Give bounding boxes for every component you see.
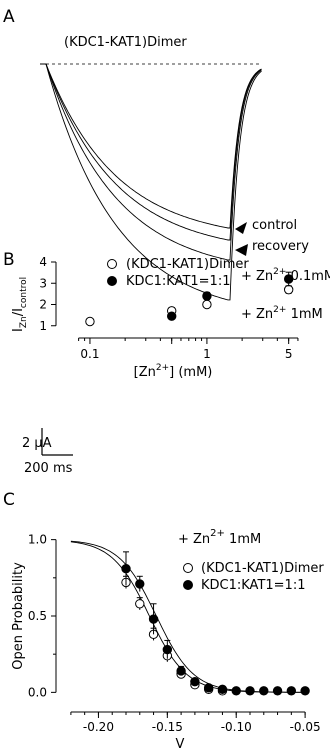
legend-label: KDC1:KAT1=1:1 — [126, 274, 230, 289]
legend-marker — [107, 276, 117, 286]
legend-marker — [107, 259, 117, 269]
data-point-2-5 — [176, 666, 186, 676]
legend-label: (KDC1-KAT1)Dimer — [126, 257, 249, 272]
y-tick-label: 2 — [39, 298, 47, 312]
trace-3 — [40, 63, 262, 261]
x-tick-label: -0.05 — [290, 720, 321, 734]
trace-2 — [40, 63, 262, 241]
data-point-2-14 — [300, 686, 310, 696]
zinc-annotation: + Zn2+ 1mM — [178, 528, 261, 547]
current-traces — [40, 63, 262, 301]
panel-b-letter: B — [3, 250, 15, 270]
data-point-2-3 — [283, 274, 294, 284]
x-tick-label: -0.15 — [152, 720, 183, 734]
legend-marker — [183, 563, 193, 573]
panel-c-letter: C — [3, 490, 15, 510]
data-point-2-11 — [259, 686, 269, 696]
x-tick-label: -0.20 — [83, 720, 114, 734]
data-point-2-3 — [148, 614, 159, 624]
data-point-2-1 — [121, 563, 131, 574]
x-tick-label: 0.1 — [80, 347, 99, 361]
trace-label-recovery: recovery — [252, 239, 309, 254]
x-tick-label: 1 — [203, 347, 211, 361]
x-tick-label: -0.10 — [221, 720, 252, 734]
data-point-1-4 — [283, 284, 294, 295]
legend-marker — [183, 580, 193, 590]
trace-label-zn-1: + Zn2+ 1mM — [241, 305, 323, 322]
y-tick-label: 1 — [39, 319, 47, 333]
x-axis-label: V — [176, 737, 185, 752]
y-axis-label: IZn/Icontrol — [11, 277, 29, 332]
data-point-1-3 — [202, 299, 212, 310]
trace-label-zn-0-1: + Zn2+ 0.1mM — [241, 267, 330, 284]
trace-1 — [40, 63, 262, 229]
y-tick-label: 3 — [39, 276, 47, 290]
x-axis-label: [Zn2+] (mM) — [134, 363, 213, 380]
panel-b: B 1 2 3 4 0.1 1 5 [Zn2+] (mM) IZn/Icontrol (KDC1-… — [3, 250, 299, 380]
x-tick-label: 5 — [285, 347, 293, 361]
chart-b: 1 2 3 4 0.1 1 5 [Zn2+] (mM) IZn/Icontrol (KDC1-KA… — [11, 255, 299, 380]
panel-a-letter: A — [3, 7, 15, 27]
scale-current-label: 2 μA — [22, 436, 52, 451]
data-point-2-9 — [231, 686, 241, 696]
arrow-control-icon — [235, 222, 247, 234]
data-point-2-10 — [245, 686, 255, 696]
panel-c: C 0.0 0.5 1.0 -0.20 -0.15 -0.10 -0.05 V Open Pro… — [3, 490, 324, 752]
data-point-2-4 — [162, 644, 173, 655]
panel-a-title: (KDC1-KAT1)Dimer — [64, 35, 187, 50]
data-point-2-8 — [217, 684, 228, 695]
trace-label-control: control — [252, 218, 297, 233]
data-point-2-7 — [203, 683, 214, 693]
data-point-2-12 — [272, 686, 283, 696]
y-tick-label: 4 — [39, 255, 47, 269]
data-point-1-1 — [85, 316, 95, 327]
data-point-2-13 — [286, 686, 297, 696]
legend-label: KDC1:KAT1=1:1 — [201, 578, 305, 593]
panel-a: A (KDC1-KAT1)Dimer control recovery + Zn2+… — [3, 7, 330, 476]
trace-labels: control recovery + Zn2+ 0.1mM + Zn2+ 1mM — [235, 218, 330, 322]
data-point-2-6 — [190, 676, 200, 687]
y-tick-label: 1.0 — [28, 533, 47, 547]
y-tick-label: 0.0 — [28, 685, 47, 699]
chart-c: 0.0 0.5 1.0 -0.20 -0.15 -0.10 -0.05 V Open Proba… — [11, 528, 324, 752]
y-tick-label: 0.5 — [28, 609, 47, 623]
scale-time-label: 200 ms — [24, 461, 73, 476]
data-point-1-2 — [135, 599, 145, 609]
data-point-2-1 — [167, 311, 177, 321]
arrow-recovery-icon — [235, 244, 248, 256]
legend-label: (KDC1-KAT1)Dimer — [201, 561, 324, 576]
data-point-2-2 — [135, 579, 145, 589]
data-point-2-2 — [202, 291, 212, 301]
y-axis-label: Open Probability — [11, 562, 26, 670]
trace-4 — [40, 63, 262, 301]
